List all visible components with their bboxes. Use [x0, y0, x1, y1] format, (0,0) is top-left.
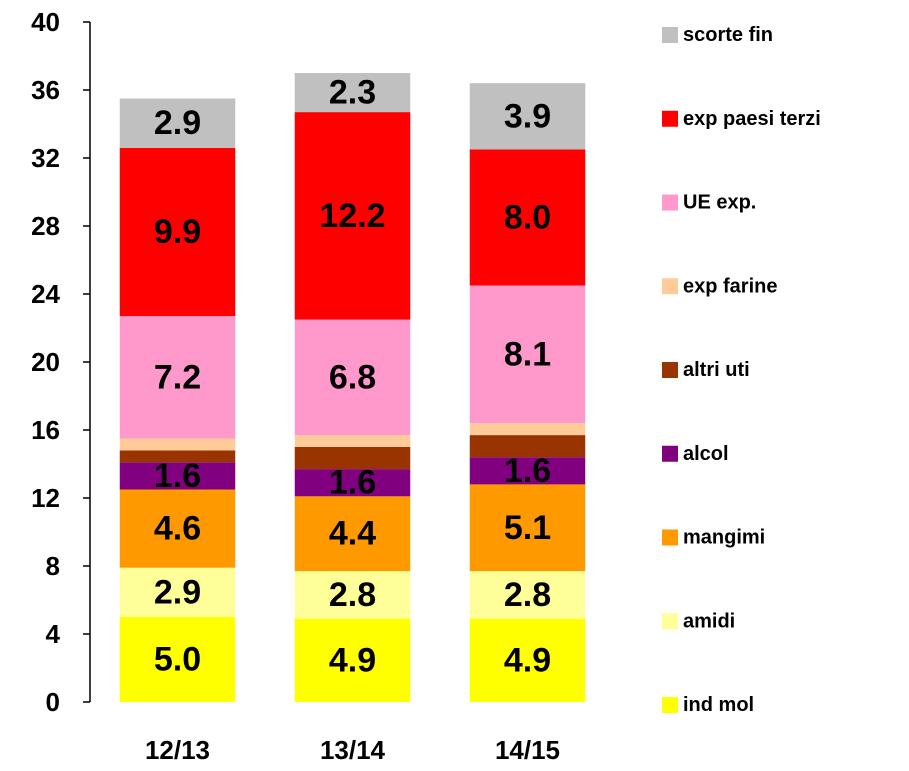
- data-label: 8.0: [504, 199, 551, 237]
- data-label: 2.8: [329, 576, 376, 614]
- bar-segment: [294, 73, 411, 113]
- legend-swatch: [662, 613, 678, 630]
- data-label: 1.6: [154, 457, 201, 495]
- data-label: 2.9: [154, 104, 201, 142]
- data-label: 4.4: [329, 515, 376, 553]
- bar-segment: [119, 617, 236, 702]
- legend-swatch: [662, 697, 678, 713]
- legend-label: alcol: [683, 443, 729, 465]
- data-label: 1.6: [504, 452, 551, 490]
- legend-swatch: [662, 27, 678, 43]
- y-tick-label: 32: [31, 143, 60, 173]
- x-tick-label: 12/13: [145, 735, 210, 765]
- bar-segment: [469, 435, 586, 458]
- data-label: 8.1: [504, 335, 551, 373]
- legend-swatch: [662, 445, 678, 462]
- bar-segment: [294, 112, 411, 320]
- y-tick-label: 28: [31, 211, 60, 241]
- bar-segment: [469, 457, 586, 485]
- data-label: 5.0: [154, 641, 201, 679]
- data-label: 6.8: [329, 358, 376, 396]
- legend-label: amidi: [683, 610, 735, 632]
- bar-segment: [469, 484, 586, 572]
- legend-label: exp paesi terzi: [683, 108, 821, 130]
- data-label: 12.2: [319, 197, 385, 235]
- legend-label: mangimi: [683, 527, 765, 549]
- legend-label: exp farine: [683, 275, 777, 297]
- legend-swatch: [662, 110, 678, 127]
- bar-segment: [119, 450, 236, 463]
- bar-segment: [294, 496, 411, 572]
- y-tick-label: 16: [31, 415, 60, 445]
- data-label: 5.1: [504, 509, 551, 547]
- y-tick-label: 20: [31, 347, 60, 377]
- bar-segment: [119, 98, 236, 148]
- bar-segment: [469, 83, 586, 150]
- bar-segment: [119, 438, 236, 451]
- y-tick-label: 24: [31, 279, 60, 309]
- y-tick-label: 36: [31, 75, 60, 105]
- y-tick-label: 40: [31, 7, 60, 37]
- legend-label: scorte fin: [683, 24, 773, 46]
- y-tick-label: 12: [31, 483, 60, 513]
- bar-segment: [119, 567, 236, 617]
- data-label: 4.9: [504, 641, 551, 679]
- y-tick-label: 0: [46, 687, 60, 717]
- x-tick-label: 13/14: [320, 735, 386, 765]
- data-label: 4.6: [154, 510, 201, 548]
- bar-segment: [469, 285, 586, 424]
- data-label: 7.2: [154, 358, 201, 396]
- data-label: 1.6: [329, 464, 376, 502]
- data-label: 2.8: [504, 576, 551, 614]
- legend-swatch: [662, 278, 678, 295]
- legend-swatch: [662, 194, 678, 211]
- bar-segment: [294, 571, 411, 619]
- y-tick-label: 8: [46, 551, 60, 581]
- legend-swatch: [662, 529, 678, 546]
- bar-segment: [469, 423, 586, 436]
- bar-segment: [119, 316, 236, 439]
- bar-segment: [469, 149, 586, 286]
- bar-segment: [294, 447, 411, 470]
- bar-segment: [294, 319, 411, 436]
- legend-label: ind mol: [683, 694, 754, 716]
- data-label: 2.9: [154, 573, 201, 611]
- data-label: 4.9: [329, 641, 376, 679]
- bar-segment: [469, 618, 586, 702]
- data-label: 3.9: [504, 97, 551, 135]
- bar-segment: [119, 489, 236, 568]
- bar-segment: [294, 469, 411, 497]
- bar-segment: [294, 435, 411, 447]
- x-tick-label: 14/15: [495, 735, 560, 765]
- bar-segment: [119, 462, 236, 490]
- y-tick-label: 4: [46, 619, 61, 649]
- bar-segment: [469, 571, 586, 619]
- legend-label: UE exp.: [683, 192, 756, 214]
- data-label: 2.3: [329, 74, 376, 112]
- data-label: 9.9: [154, 213, 201, 251]
- bar-segment: [119, 147, 236, 317]
- bar-segment: [294, 618, 411, 702]
- legend-swatch: [662, 362, 678, 378]
- legend-label: altri uti: [683, 359, 750, 381]
